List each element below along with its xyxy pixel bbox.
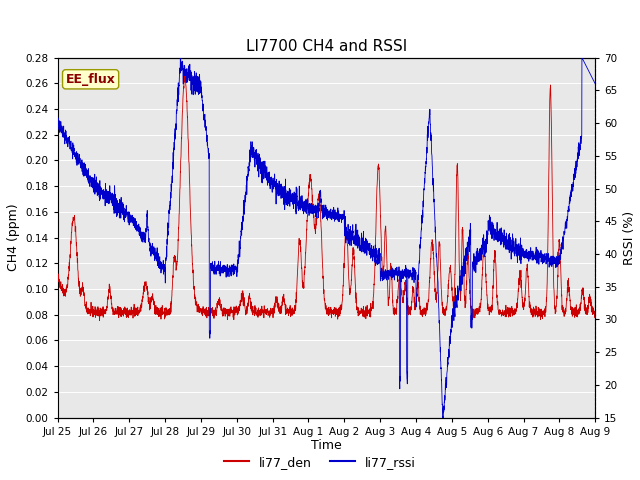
Y-axis label: RSSI (%): RSSI (%) bbox=[623, 211, 636, 264]
Legend: li77_den, li77_rssi: li77_den, li77_rssi bbox=[219, 451, 421, 474]
Y-axis label: CH4 (ppm): CH4 (ppm) bbox=[7, 204, 20, 271]
Title: LI7700 CH4 and RSSI: LI7700 CH4 and RSSI bbox=[246, 39, 407, 54]
Text: EE_flux: EE_flux bbox=[66, 73, 116, 86]
X-axis label: Time: Time bbox=[311, 439, 342, 453]
